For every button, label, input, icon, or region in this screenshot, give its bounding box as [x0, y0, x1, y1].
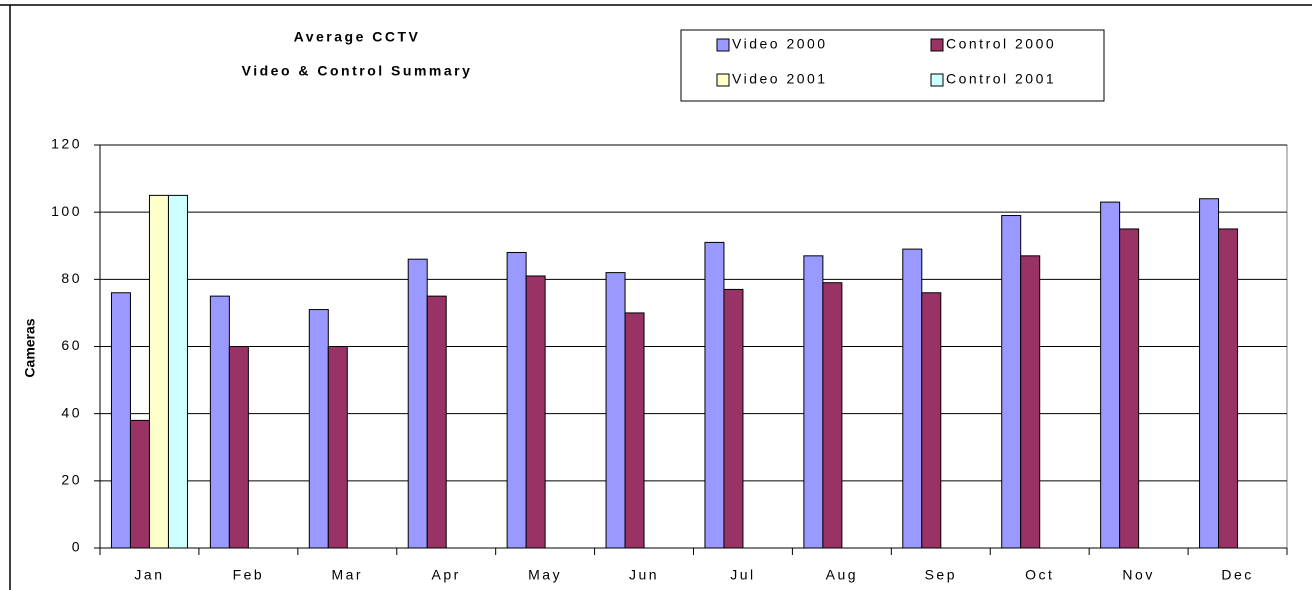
legend-swatch — [716, 38, 730, 52]
x-tick-label: Dec — [1221, 567, 1253, 583]
bar — [921, 292, 942, 549]
bar — [1001, 215, 1022, 549]
x-tick-label: Apr — [432, 567, 461, 583]
x-tick-label: Nov — [1122, 567, 1154, 583]
bar — [327, 346, 348, 549]
bar — [723, 288, 744, 549]
bar — [1199, 198, 1220, 549]
bar — [1020, 255, 1041, 549]
bar — [624, 312, 645, 549]
bar — [1100, 201, 1121, 549]
y-tick-label: 120 — [51, 136, 82, 152]
x-tick-label: Oct — [1025, 567, 1054, 583]
bar — [228, 346, 249, 549]
y-tick-label: 40 — [61, 404, 82, 420]
bar — [525, 275, 546, 549]
bar — [110, 292, 131, 549]
x-tick-label: Jul — [730, 567, 755, 583]
bar — [407, 258, 428, 549]
bar — [1119, 228, 1140, 549]
y-tick-label: 80 — [61, 270, 82, 286]
x-tick-label: May — [528, 567, 562, 583]
chart-title: Average CCTV — [294, 29, 421, 45]
y-tick-label: 100 — [51, 203, 82, 219]
legend-swatch — [716, 73, 730, 87]
bar — [704, 241, 725, 549]
legend-label: Video 2000 — [732, 36, 828, 52]
bar — [1218, 228, 1239, 549]
bar — [506, 251, 527, 549]
legend-swatch — [930, 73, 944, 87]
bar — [129, 419, 150, 549]
bar — [209, 295, 230, 549]
y-axis-label: Cameras — [22, 318, 38, 377]
legend-label: Control 2000 — [946, 36, 1056, 52]
x-tick-label: Aug — [826, 567, 858, 583]
x-tick-label: Jan — [134, 567, 164, 583]
y-tick-label: 20 — [61, 472, 82, 488]
bar — [426, 295, 447, 549]
x-tick-label: Jun — [629, 567, 659, 583]
x-tick-label: Mar — [331, 567, 363, 583]
chart-title: Video & Control Summary — [242, 63, 473, 79]
legend-label: Control 2001 — [946, 71, 1056, 87]
legend-label: Video 2001 — [732, 71, 828, 87]
bar — [167, 194, 188, 549]
bar — [822, 282, 843, 549]
y-tick-label: 60 — [61, 337, 82, 353]
x-tick-label: Sep — [925, 567, 957, 583]
legend-swatch — [930, 38, 944, 52]
bar — [803, 255, 824, 549]
bar — [902, 248, 923, 549]
y-tick-label: 0 — [72, 539, 82, 555]
bar — [605, 272, 626, 549]
x-tick-label: Feb — [233, 567, 265, 583]
bar — [148, 194, 169, 549]
bar — [308, 309, 329, 549]
legend — [680, 29, 1105, 102]
